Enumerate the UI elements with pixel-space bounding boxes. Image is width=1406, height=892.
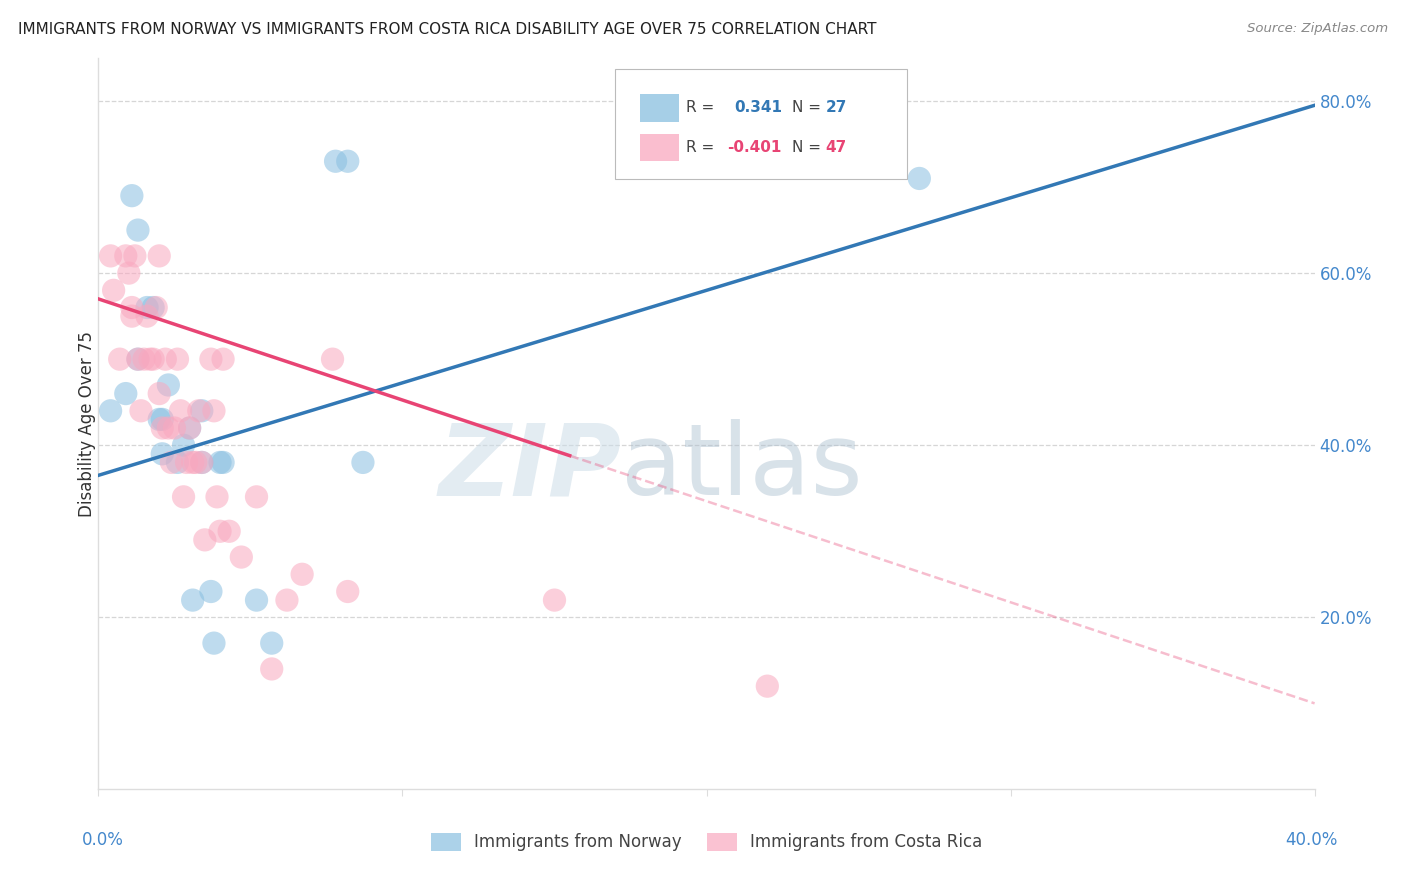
Point xyxy=(260,662,283,676)
Point xyxy=(150,421,173,435)
Text: N =: N = xyxy=(792,100,825,115)
Text: -0.401: -0.401 xyxy=(727,140,782,155)
Point xyxy=(108,352,131,367)
Point xyxy=(231,550,253,565)
Point xyxy=(127,352,149,367)
Text: R =: R = xyxy=(686,140,718,155)
Point xyxy=(184,455,207,469)
Point xyxy=(191,455,214,469)
Point xyxy=(245,593,267,607)
Point xyxy=(212,352,235,367)
Point xyxy=(187,404,209,418)
Point xyxy=(336,584,359,599)
Point xyxy=(218,524,240,539)
Point xyxy=(148,412,170,426)
Point xyxy=(155,352,177,367)
Point xyxy=(163,421,186,435)
Point xyxy=(166,455,188,469)
Point xyxy=(169,404,191,418)
Point xyxy=(202,636,225,650)
Point xyxy=(142,352,165,367)
Text: atlas: atlas xyxy=(621,419,863,516)
Point xyxy=(127,223,149,237)
Point xyxy=(100,249,122,263)
Point xyxy=(145,301,167,315)
Point xyxy=(136,309,159,323)
Point xyxy=(103,283,125,297)
Point xyxy=(200,584,222,599)
Bar xyxy=(640,134,679,161)
Point xyxy=(322,352,344,367)
Point xyxy=(202,404,225,418)
Point xyxy=(114,386,136,401)
Point xyxy=(173,438,195,452)
Point xyxy=(127,352,149,367)
Point xyxy=(543,593,565,607)
Point xyxy=(756,679,779,693)
Point xyxy=(121,188,143,202)
Text: 47: 47 xyxy=(825,140,846,155)
Point xyxy=(157,421,180,435)
Point xyxy=(291,567,314,582)
Point xyxy=(260,636,283,650)
Point xyxy=(157,378,180,392)
Point xyxy=(179,421,201,435)
Point xyxy=(209,524,232,539)
Text: 27: 27 xyxy=(825,100,846,115)
Point xyxy=(124,249,146,263)
Point xyxy=(142,301,165,315)
Point xyxy=(352,455,374,469)
Point xyxy=(194,533,217,547)
Point xyxy=(245,490,267,504)
Point xyxy=(148,249,170,263)
Legend: Immigrants from Norway, Immigrants from Costa Rica: Immigrants from Norway, Immigrants from … xyxy=(425,826,988,858)
Point xyxy=(121,309,143,323)
Point xyxy=(181,455,204,469)
Point xyxy=(136,301,159,315)
Text: Source: ZipAtlas.com: Source: ZipAtlas.com xyxy=(1247,22,1388,36)
Point xyxy=(129,404,152,418)
Point xyxy=(121,301,143,315)
Point xyxy=(191,404,214,418)
Point xyxy=(191,455,214,469)
Point xyxy=(212,455,235,469)
Point xyxy=(276,593,298,607)
Point xyxy=(166,352,188,367)
Point xyxy=(325,154,347,169)
Y-axis label: Disability Age Over 75: Disability Age Over 75 xyxy=(79,331,96,516)
Point xyxy=(150,447,173,461)
Point xyxy=(139,352,162,367)
Text: 0.341: 0.341 xyxy=(734,100,783,115)
Point xyxy=(205,490,228,504)
Text: 0.0%: 0.0% xyxy=(82,831,124,849)
Point xyxy=(181,593,204,607)
Text: 40.0%: 40.0% xyxy=(1285,831,1339,849)
Text: ZIP: ZIP xyxy=(439,419,621,516)
Point xyxy=(150,412,173,426)
Point xyxy=(173,490,195,504)
Point xyxy=(100,404,122,418)
Point xyxy=(132,352,155,367)
Text: IMMIGRANTS FROM NORWAY VS IMMIGRANTS FROM COSTA RICA DISABILITY AGE OVER 75 CORR: IMMIGRANTS FROM NORWAY VS IMMIGRANTS FRO… xyxy=(18,22,877,37)
Text: R =: R = xyxy=(686,100,724,115)
Point xyxy=(336,154,359,169)
FancyBboxPatch shape xyxy=(616,69,907,178)
Point xyxy=(176,455,198,469)
Point xyxy=(148,386,170,401)
Text: N =: N = xyxy=(792,140,825,155)
Point xyxy=(200,352,222,367)
Bar xyxy=(640,94,679,121)
Point xyxy=(118,266,141,280)
Point xyxy=(160,455,183,469)
Point xyxy=(209,455,232,469)
Point xyxy=(908,171,931,186)
Point xyxy=(179,421,201,435)
Point xyxy=(114,249,136,263)
